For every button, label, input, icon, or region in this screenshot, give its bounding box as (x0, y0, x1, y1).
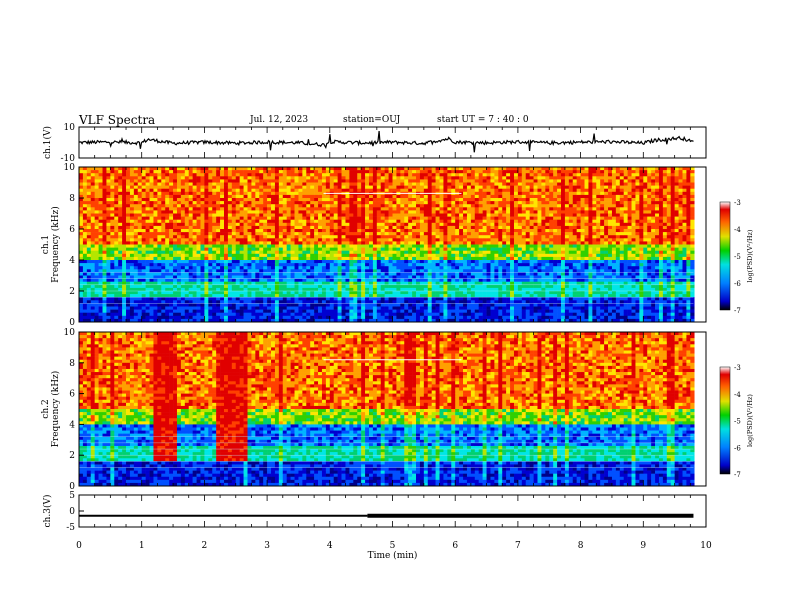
x-tick-label: 5 (390, 541, 396, 551)
ch2-spectrogram-blank (694, 332, 706, 486)
ch1-spectrogram-y-tick-label: 4 (69, 256, 75, 266)
ch2-spectrogram-colorbar-label: log(PSD)(V²/Hz) (746, 394, 754, 447)
start-ut-label: start UT = 7 : 40 : 0 (437, 115, 529, 125)
ch2-spectrogram-y-axis-label: Frequency (kHz) (50, 371, 61, 448)
ch2-spectrogram-colorbar-tick: -6 (734, 444, 741, 452)
x-tick-label: 4 (327, 541, 333, 551)
ch1-spectrogram-y-tick-label: 2 (69, 287, 75, 297)
ch1-spectrogram-colorbar-tick: -5 (734, 253, 741, 261)
x-tick-label: 9 (640, 541, 646, 551)
ch3-y-tick-label: 5 (69, 491, 75, 501)
ch1-spectrogram-colorbar-tick: -6 (734, 280, 741, 288)
ch2-spectrogram-colorbar (719, 366, 731, 475)
x-tick-label: 6 (452, 541, 458, 551)
ch2-spectrogram-colorbar-tick: -3 (734, 364, 741, 372)
chart-title: VLF Spectra (79, 113, 156, 127)
ch3-y-axis-label: ch.3(V) (42, 495, 53, 528)
ch1-spectrogram-colorbar-label: log(PSD)(V²/Hz) (746, 229, 754, 282)
x-tick-label: 7 (515, 541, 521, 551)
x-tick-label: 10 (700, 541, 712, 551)
x-tick-label: 8 (578, 541, 584, 551)
ch3-y-tick-label: 0 (69, 507, 75, 517)
x-axis-label: Time (min) (368, 550, 418, 561)
x-tick-label: 1 (139, 541, 145, 551)
ch2-spectrogram-colorbar-tick: -5 (734, 418, 741, 426)
x-tick-label: 0 (76, 541, 82, 551)
ch1-spectrogram-y-axis-label: Frequency (kHz) (50, 206, 61, 283)
ch1-waveform-line (79, 131, 694, 153)
ch1-y-tick-label: -10 (61, 154, 76, 164)
ch1-spectrogram-cells (79, 167, 695, 322)
ch2-spectrogram-y-tick-label: 10 (64, 328, 76, 338)
ch1-spectrogram-y-axis-label: ch.1 (41, 235, 51, 254)
ch1-spectrogram-colorbar-tick: -4 (734, 226, 741, 234)
x-tick-label: 3 (264, 541, 270, 551)
ch1-spectrogram-y-tick-label: 6 (69, 225, 75, 235)
ch2-spectrogram-y-axis-label: ch.2 (41, 399, 51, 418)
ch2-spectrogram-y-tick-label: 6 (69, 390, 75, 400)
ch1-spectrogram-blank (694, 167, 706, 322)
ch1-spectrogram-colorbar-tick: -7 (734, 307, 741, 315)
ch2-spectrogram-y-tick-label: 8 (69, 359, 75, 369)
ch1-spectrogram-y-tick-label: 10 (64, 163, 76, 173)
ch3-y-tick-label: -5 (66, 523, 75, 533)
ch2-spectrogram-cells (79, 332, 695, 486)
ch1-y-axis-label: ch.1(V) (42, 126, 53, 159)
ch1-spectrogram-colorbar (719, 201, 731, 311)
ch1-y-tick-label: 10 (64, 123, 76, 133)
ch2-spectrogram-colorbar-tick: -7 (734, 471, 741, 479)
ch1-spectrogram-y-tick-label: 0 (69, 318, 75, 328)
ch2-spectrogram-colorbar-tick: -4 (734, 391, 741, 399)
ch2-spectrogram-y-tick-label: 0 (69, 482, 75, 492)
x-tick-label: 2 (202, 541, 208, 551)
ch1-spectrogram-y-tick-label: 8 (69, 194, 75, 204)
station-label: station=OUJ (343, 115, 401, 125)
date-label: Jul. 12, 2023 (250, 115, 309, 125)
ch2-spectrogram-y-tick-label: 2 (69, 451, 75, 461)
ch1-spectrogram-colorbar-tick: -3 (734, 199, 741, 207)
ch2-spectrogram-y-tick-label: 4 (69, 420, 75, 430)
